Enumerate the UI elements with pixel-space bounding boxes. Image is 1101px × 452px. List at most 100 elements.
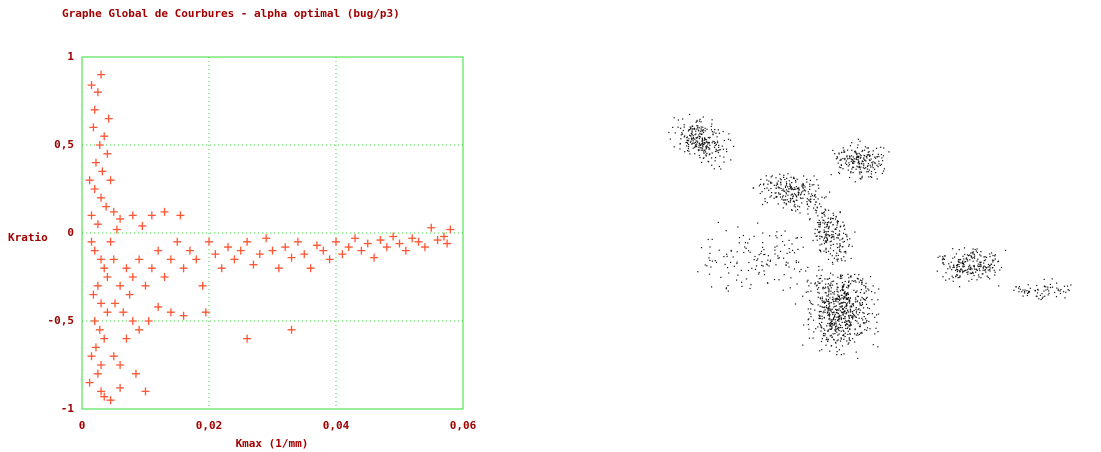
cloud-dot bbox=[787, 262, 789, 264]
cloud-dot bbox=[813, 207, 815, 209]
cloud-dot bbox=[701, 139, 704, 141]
cloud-dot bbox=[975, 250, 977, 252]
cloud-dot bbox=[792, 197, 794, 200]
cloud-dot bbox=[983, 260, 985, 262]
cloud-dot bbox=[756, 259, 758, 261]
cloud-dot bbox=[829, 285, 831, 287]
cloud-dot bbox=[821, 296, 823, 298]
cloud-dot bbox=[959, 259, 961, 261]
cloud-dot bbox=[847, 165, 849, 167]
cloud-dot bbox=[788, 248, 790, 250]
scatter-point bbox=[135, 255, 144, 264]
cloud-dot bbox=[795, 180, 797, 182]
cloud-dot bbox=[839, 290, 842, 292]
cloud-dot bbox=[762, 265, 764, 267]
cloud-dot bbox=[1036, 295, 1038, 297]
cloud-dot bbox=[943, 255, 946, 257]
cloud-dot bbox=[958, 261, 960, 263]
cloud-dot bbox=[832, 218, 834, 220]
cloud-dot bbox=[859, 304, 861, 306]
cloud-dot bbox=[704, 130, 706, 132]
cloud-dot bbox=[832, 236, 834, 238]
cloud-dot bbox=[855, 351, 857, 353]
cloud-dot bbox=[824, 301, 826, 304]
cloud-dot bbox=[834, 329, 836, 331]
cloud-dot bbox=[838, 166, 841, 168]
cloud-dot bbox=[866, 329, 868, 331]
scatter-point bbox=[125, 290, 134, 299]
cloud-dot bbox=[715, 142, 717, 144]
cloud-dot bbox=[1056, 282, 1058, 284]
cloud-dot bbox=[779, 173, 781, 175]
cloud-dot bbox=[736, 261, 738, 263]
cloud-dot bbox=[861, 331, 863, 334]
cloud-dot bbox=[717, 152, 719, 154]
cloud-dot bbox=[848, 337, 850, 339]
scatter-point bbox=[147, 264, 156, 273]
cloud-dot bbox=[863, 163, 865, 165]
cloud-dot bbox=[832, 274, 834, 276]
cloud-dot bbox=[862, 322, 865, 324]
scatter-point bbox=[85, 176, 94, 185]
cloud-dot bbox=[791, 243, 793, 245]
plot-frame bbox=[81, 56, 464, 410]
scatter-point bbox=[325, 255, 334, 264]
cloud-dot bbox=[846, 304, 848, 306]
cloud-dot bbox=[814, 282, 816, 284]
cloud-dot bbox=[785, 195, 787, 197]
cloud-dot bbox=[830, 325, 832, 327]
cloud-dot bbox=[836, 221, 838, 223]
cloud-dot bbox=[799, 271, 801, 273]
cloud-dot bbox=[854, 301, 856, 303]
cloud-dot bbox=[788, 239, 790, 241]
cloud-dot bbox=[818, 292, 820, 294]
cloud-dot bbox=[864, 159, 866, 161]
cloud-dot bbox=[695, 145, 697, 147]
cloud-dot bbox=[818, 222, 820, 224]
cloud-dot bbox=[819, 305, 821, 307]
cloud-dot bbox=[865, 297, 867, 299]
cloud-dot bbox=[807, 279, 809, 281]
cloud-dot bbox=[958, 259, 960, 261]
cloud-dot bbox=[858, 312, 861, 314]
cloud-dot bbox=[827, 278, 829, 280]
cloud-dot bbox=[823, 213, 825, 216]
cloud-dot bbox=[726, 253, 728, 255]
cloud-dot bbox=[839, 226, 841, 228]
scatter-point bbox=[414, 237, 423, 246]
cloud-dot bbox=[843, 151, 845, 153]
cloud-dot bbox=[812, 319, 815, 321]
cloud-dot bbox=[786, 177, 788, 179]
cloud-dot bbox=[815, 196, 817, 198]
cloud-dot bbox=[691, 133, 693, 135]
cloud-dot bbox=[785, 184, 788, 186]
scatter-point bbox=[274, 264, 283, 273]
cloud-dot bbox=[838, 308, 840, 310]
cloud-dot bbox=[837, 286, 839, 288]
cloud-dot bbox=[812, 337, 814, 339]
cloud-dot bbox=[822, 335, 825, 337]
cloud-dot bbox=[852, 303, 854, 305]
cloud-dot bbox=[795, 181, 797, 183]
cloud-dot bbox=[859, 140, 861, 142]
cloud-dot bbox=[865, 160, 867, 162]
cloud-dot bbox=[972, 251, 974, 253]
cloud-dot bbox=[845, 305, 847, 307]
cloud-dot bbox=[948, 263, 950, 265]
cloud-dot bbox=[866, 165, 869, 167]
cloud-dot bbox=[819, 226, 821, 228]
cloud-dot bbox=[798, 189, 800, 191]
cloud-dot bbox=[945, 272, 947, 274]
cloud-dot bbox=[980, 251, 982, 253]
cloud-dot bbox=[729, 139, 732, 141]
cloud-dot bbox=[847, 326, 849, 328]
cloud-dot bbox=[755, 265, 758, 267]
cloud-dot bbox=[843, 318, 845, 320]
y-tick-label: -0,5 bbox=[48, 314, 75, 327]
cloud-dot bbox=[857, 314, 859, 316]
cloud-dot bbox=[668, 131, 670, 134]
cloud-dot bbox=[824, 329, 826, 331]
cloud-dot bbox=[857, 155, 859, 157]
scatter-point bbox=[185, 246, 194, 255]
cloud-dot bbox=[727, 267, 729, 269]
